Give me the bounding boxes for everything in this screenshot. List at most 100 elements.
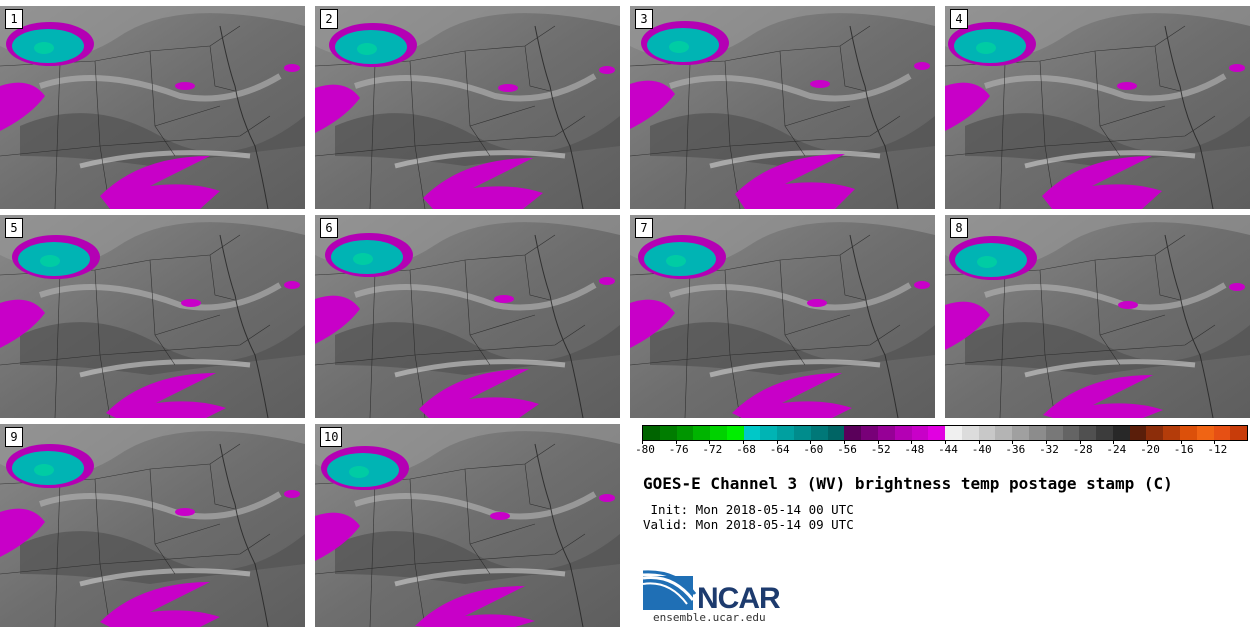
colorbar [642,425,1248,441]
colorbar-tick-label: -72 [702,443,723,456]
colorbar-tick-label: -56 [837,443,857,456]
colorbar-ticks: -80 -76 -72 -68 -64 -60 -56 -52 -48 -44 -40 -36 -32-… [635,440,1248,463]
colorbar-tick-label: -48 [904,443,925,456]
colorbar-swatch [928,426,946,440]
ensemble-member-panel: 6 [315,215,620,418]
logo-text: NCAR [697,582,781,615]
colorbar-swatch [861,426,878,440]
colorbar-tick-label: -16 [1173,443,1194,456]
colorbar-swatch [743,426,761,440]
ensemble-member-panel: 8 [945,215,1250,418]
colorbar-tickmark [776,440,778,444]
ensemble-member-panel: 2 [315,6,620,209]
colorbar-swatch [1180,426,1197,440]
colorbar-swatch [1230,426,1248,440]
colorbar-swatch [978,426,996,440]
figure-title: GOES-E Channel 3 (WV) brightness temp po… [643,474,1173,493]
colorbar-swatch [1163,426,1180,440]
colorbar-tickmark [844,440,845,444]
colorbar-swatch [911,426,929,440]
colorbar-swatch [643,426,660,440]
colorbar-tickmark [1214,440,1216,444]
water-vapor-map [0,6,305,209]
panel-number-label: 3 [635,9,653,29]
ensemble-member-panel: 1 [0,6,305,209]
colorbar-swatch [710,426,727,440]
colorbar-tickmark [1012,440,1014,444]
panel-number-label: 1 [5,9,23,29]
panel-number-label: 5 [5,218,23,238]
water-vapor-map [0,215,305,418]
colorbar-swatch [1112,426,1130,440]
water-vapor-map [630,215,935,418]
water-vapor-map [945,215,1250,418]
colorbar-swatch [1062,426,1080,440]
colorbar-tick-label: -44 [938,443,958,456]
colorbar-tickmark [1046,440,1047,444]
colorbar-swatch [945,426,962,440]
panel-number-label: 6 [320,218,338,238]
ncar-logo-icon [643,570,697,610]
colorbar-tickmark [877,440,879,444]
colorbar-swatch [1079,426,1097,440]
colorbar-swatch [1028,426,1046,440]
panel-number-label: 9 [5,427,23,447]
water-vapor-map [630,6,935,209]
ensemble-member-panel: 10 [315,424,620,627]
colorbar-tickmark [978,440,980,444]
ensemble-member-panel: 9 [0,424,305,627]
colorbar-tickmark [1113,440,1115,444]
colorbar-swatch [794,426,811,440]
colorbar-swatch [877,426,895,440]
colorbar-tick-label: -68 [736,443,756,456]
colorbar-tickmark [675,440,677,444]
colorbar-tickmark [709,440,711,444]
colorbar-tickmark [945,440,946,444]
ensemble-member-panel: 4 [945,6,1250,209]
valid-time: Valid: Mon 2018-05-14 09 UTC [643,517,854,532]
colorbar-swatch [961,426,979,440]
colorbar-swatch [1012,426,1029,440]
colorbar-tick-label: -76 [668,443,689,456]
water-vapor-map [945,6,1250,209]
colorbar-tickmark [1180,440,1182,444]
colorbar-tick-label: -12 [1207,443,1228,456]
colorbar-swatch [726,426,744,440]
ensemble-member-panel: 7 [630,215,935,418]
init-time: Init: Mon 2018-05-14 00 UTC [643,502,854,517]
colorbar-tick-label: -24 [1106,443,1127,456]
colorbar-tick-label: -80 [635,443,655,456]
colorbar-swatch [1129,426,1147,440]
colorbar-tickmark [1147,440,1148,444]
colorbar-tick-label: -20 [1140,443,1160,456]
colorbar-swatch [810,426,828,440]
colorbar-swatch [827,426,845,440]
colorbar-tick-label: -32 [1039,443,1059,456]
water-vapor-map [315,6,620,209]
ensemble-member-panel: 5 [0,215,305,418]
colorbar-swatch [1045,426,1063,440]
colorbar-swatch [1096,426,1113,440]
panel-number-label: 7 [635,218,653,238]
colorbar-tickmark [1079,440,1081,444]
panel-number-label: 4 [950,9,968,29]
colorbar-tick-label: -40 [971,443,992,456]
colorbar-tickmark [642,440,643,444]
panel-number-label: 2 [320,9,338,29]
water-vapor-map [315,424,620,627]
colorbar-swatch [693,426,711,440]
colorbar-swatch [844,426,862,440]
colorbar-swatch [995,426,1013,440]
colorbar-tickmark [743,440,744,444]
colorbar-swatch [1196,426,1214,440]
website-url: ensemble.ucar.edu [653,611,766,624]
colorbar-swatch [659,426,677,440]
colorbar-swatch [676,426,694,440]
ensemble-member-panel: 3 [630,6,935,209]
colorbar-tick-label: -28 [1072,443,1093,456]
colorbar-swatch [894,426,912,440]
panel-number-label: 10 [320,427,343,447]
colorbar-swatch [1213,426,1231,440]
colorbar-tick-label: -60 [803,443,824,456]
colorbar-swatch [760,426,778,440]
